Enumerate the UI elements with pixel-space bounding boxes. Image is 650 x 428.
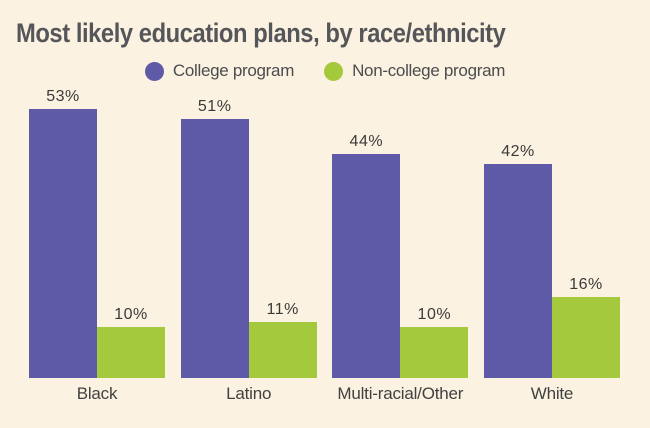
category-label-latino: Latino (226, 384, 272, 403)
bar-college-program-multi-racial-other (332, 154, 401, 378)
chart-legend: College program Non-college program (0, 61, 650, 81)
bar-value-label: 11% (266, 301, 299, 318)
bar-value-label: 42% (501, 143, 535, 160)
bar-col-college-program-latino: 51% (180, 88, 249, 378)
x-axis-labels: Black Latino Multi-racial/Other White (29, 384, 620, 404)
bar-col-non-college-program-multi-racial-other: 10% (400, 88, 469, 378)
legend-item-non-college: Non-college program (324, 61, 505, 81)
bar-college-program-white (483, 164, 552, 378)
category-label-black: Black (76, 384, 118, 403)
non-college-program-swatch-icon (324, 61, 344, 81)
bar-value-label: 51% (197, 98, 232, 115)
bar-college-program-latino (180, 119, 249, 378)
plot-area: 53% 10% 51% 11% 44% 10% 42% 16% (29, 88, 620, 378)
legend-item-college: College program (144, 61, 295, 81)
legend-label-college: College program (172, 61, 295, 80)
bar-group-black: 53% 10% (29, 88, 165, 378)
bar-col-non-college-program-latino: 11% (248, 88, 317, 378)
chart-title: Most likely education plans, by race/eth… (16, 18, 506, 48)
bar-col-non-college-program-black: 10% (97, 88, 165, 378)
bar-value-label: 10% (114, 306, 148, 323)
bar-value-label: 10% (417, 306, 452, 323)
bar-non-college-program-multi-racial-other (400, 327, 469, 378)
bar-value-label: 53% (46, 88, 80, 105)
college-program-swatch-icon (144, 61, 164, 81)
bar-col-college-program-white: 42% (483, 88, 552, 378)
bar-non-college-program-white (551, 297, 620, 378)
bar-col-college-program-black: 53% (29, 88, 97, 378)
bar-col-non-college-program-white: 16% (551, 88, 620, 378)
bar-non-college-program-latino (248, 322, 317, 378)
bar-group-white: 42% 16% (483, 88, 620, 378)
bar-non-college-program-black (97, 327, 165, 378)
legend-label-non-college: Non-college program (352, 61, 506, 80)
category-label-white: White (530, 384, 574, 403)
category-label-multi-racial-other: Multi-racial/Other (337, 384, 464, 403)
bar-value-label: 44% (349, 133, 384, 150)
bar-college-program-black (29, 109, 97, 378)
bar-value-label: 16% (569, 276, 603, 293)
bar-group-multi-racial-other: 44% 10% (332, 88, 469, 378)
bar-col-college-program-multi-racial-other: 44% (332, 88, 401, 378)
bar-group-latino: 51% 11% (180, 88, 317, 378)
